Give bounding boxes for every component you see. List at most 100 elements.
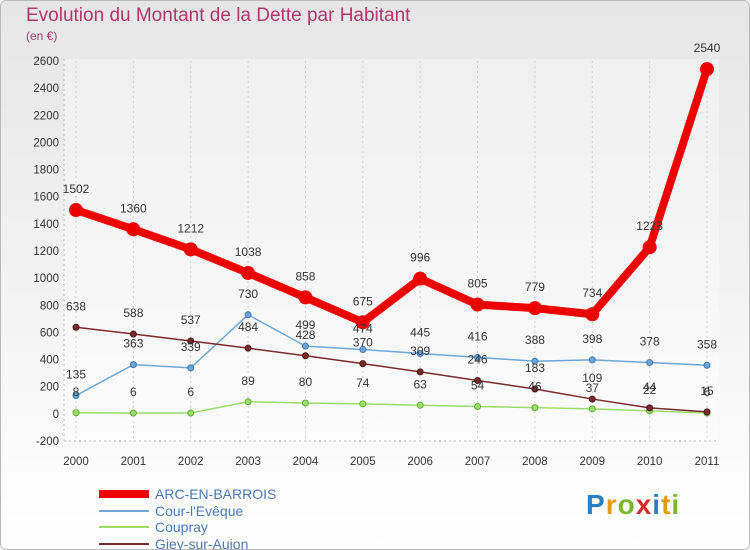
y-tick-label: -200 bbox=[36, 436, 59, 448]
data-label: 22 bbox=[643, 383, 657, 397]
data-label: 1360 bbox=[120, 201, 147, 215]
x-tick-label: 2009 bbox=[579, 456, 605, 468]
data-point bbox=[416, 401, 424, 409]
data-label: 46 bbox=[528, 380, 542, 394]
data-point bbox=[474, 353, 482, 361]
data-label: 537 bbox=[181, 313, 201, 327]
data-label: 358 bbox=[697, 337, 717, 351]
chart-title: Evolution du Montant de la Dette par Hab… bbox=[26, 5, 411, 26]
data-point bbox=[470, 297, 485, 312]
logo-letter: i bbox=[671, 489, 681, 520]
data-label: 445 bbox=[410, 325, 430, 339]
data-point bbox=[646, 359, 654, 367]
proxiti-logo: Proxiti bbox=[586, 489, 680, 521]
data-label: 588 bbox=[123, 306, 143, 320]
data-label: 484 bbox=[238, 320, 258, 334]
legend-swatch bbox=[99, 542, 149, 545]
data-label: 246 bbox=[468, 352, 488, 366]
data-point bbox=[588, 395, 596, 403]
data-point bbox=[474, 376, 482, 384]
chart-legend: ARC-EN-BARROIS Cour-l'Evêque Coupray Giey-s… bbox=[99, 486, 277, 550]
y-tick-label: 1800 bbox=[33, 165, 59, 177]
data-label: 378 bbox=[640, 335, 660, 349]
data-point bbox=[416, 349, 424, 357]
chart-subtitle: (en €) bbox=[26, 29, 58, 43]
data-point bbox=[298, 290, 313, 305]
series-line bbox=[75, 314, 708, 397]
y-tick-label: 600 bbox=[40, 327, 59, 339]
x-tick-label: 2002 bbox=[178, 456, 204, 468]
data-point bbox=[129, 330, 137, 338]
data-point bbox=[72, 323, 80, 331]
x-tick-label: 2007 bbox=[465, 456, 491, 468]
data-label: 779 bbox=[525, 280, 545, 294]
data-point bbox=[72, 392, 80, 400]
logo-letter: x bbox=[635, 489, 653, 520]
series-line bbox=[75, 326, 708, 413]
data-point bbox=[183, 242, 198, 257]
data-point bbox=[72, 409, 80, 417]
y-tick-label: 1400 bbox=[33, 219, 59, 231]
data-label: 89 bbox=[241, 374, 255, 388]
data-point bbox=[126, 222, 141, 237]
legend-label: Cour-l'Evêque bbox=[155, 502, 244, 519]
data-label: 135 bbox=[66, 368, 86, 382]
data-label: 309 bbox=[410, 344, 430, 358]
data-label: 339 bbox=[181, 340, 201, 354]
data-point bbox=[129, 361, 137, 369]
data-label: 428 bbox=[295, 328, 315, 342]
data-point bbox=[642, 240, 657, 255]
data-point bbox=[703, 408, 711, 416]
data-label: 363 bbox=[123, 337, 143, 351]
y-tick-label: 2400 bbox=[33, 83, 59, 95]
data-label: 183 bbox=[525, 361, 545, 375]
data-point bbox=[646, 404, 654, 412]
data-label: 499 bbox=[295, 318, 315, 332]
data-label: 1228 bbox=[636, 219, 663, 233]
data-point bbox=[244, 344, 252, 352]
data-label: 416 bbox=[468, 329, 488, 343]
data-point bbox=[187, 409, 195, 417]
logo-letter: r bbox=[605, 489, 618, 520]
logo-letter: P bbox=[586, 489, 606, 520]
data-point bbox=[301, 352, 309, 360]
y-tick-label: 200 bbox=[40, 382, 59, 394]
data-label: 15 bbox=[700, 384, 714, 398]
y-tick-label: 1200 bbox=[33, 246, 59, 258]
legend-label: Giey-sur-Aujon bbox=[155, 535, 249, 550]
data-label: 109 bbox=[582, 371, 602, 385]
x-tick-label: 2008 bbox=[522, 456, 548, 468]
data-label: 730 bbox=[238, 287, 258, 301]
data-point bbox=[588, 405, 596, 413]
data-label: 63 bbox=[414, 377, 428, 391]
data-label: 388 bbox=[525, 333, 545, 347]
data-point bbox=[416, 368, 424, 376]
data-point bbox=[301, 399, 309, 407]
data-label: 1212 bbox=[177, 221, 204, 235]
series-line bbox=[72, 65, 711, 327]
data-point bbox=[413, 271, 428, 286]
legend-item: Coupray bbox=[99, 519, 276, 536]
data-point bbox=[531, 404, 539, 412]
legend-swatch bbox=[99, 490, 149, 499]
data-label: 398 bbox=[582, 332, 602, 346]
data-label: 370 bbox=[353, 336, 373, 350]
x-tick-label: 2011 bbox=[695, 456, 720, 468]
data-label: 6 bbox=[704, 385, 711, 399]
y-tick-label: 800 bbox=[40, 300, 59, 312]
x-tick-label: 2000 bbox=[63, 456, 89, 468]
legend-label: ARC-EN-BARROIS bbox=[155, 486, 277, 503]
data-point bbox=[588, 356, 596, 364]
data-label: 44 bbox=[643, 380, 657, 394]
data-point bbox=[359, 346, 367, 354]
data-label: 37 bbox=[586, 381, 600, 395]
data-label: 80 bbox=[299, 375, 313, 389]
logo-letter: i bbox=[652, 489, 662, 520]
x-tick-label: 2004 bbox=[293, 456, 319, 468]
y-tick-label: 1600 bbox=[33, 192, 59, 204]
data-label: 474 bbox=[353, 322, 373, 336]
data-point bbox=[244, 311, 252, 319]
x-tick-label: 2006 bbox=[407, 456, 433, 468]
data-label: 6 bbox=[187, 385, 194, 399]
